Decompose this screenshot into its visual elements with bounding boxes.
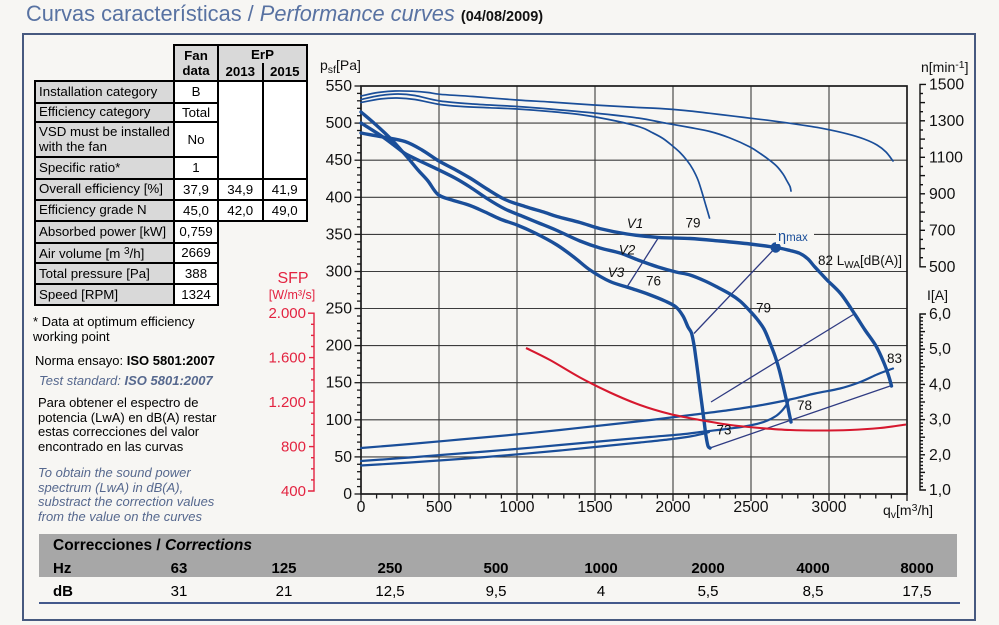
svg-text:100: 100 xyxy=(326,412,353,429)
svg-text:1,0: 1,0 xyxy=(929,482,951,499)
svg-text:[W/m³/s]: [W/m³/s] xyxy=(269,288,316,302)
svg-text:250: 250 xyxy=(326,301,353,318)
svg-text:2,0: 2,0 xyxy=(929,447,951,464)
svg-text:78: 78 xyxy=(797,398,812,413)
svg-text:I[A]: I[A] xyxy=(927,287,948,303)
svg-text:1500: 1500 xyxy=(577,499,612,516)
svg-text:350: 350 xyxy=(326,226,353,243)
svg-text:4,0: 4,0 xyxy=(929,376,951,393)
svg-text:1000: 1000 xyxy=(499,499,534,516)
svg-text:900: 900 xyxy=(929,186,956,203)
svg-text:400: 400 xyxy=(281,483,306,500)
svg-text:150: 150 xyxy=(326,375,353,392)
svg-text:800: 800 xyxy=(281,439,306,456)
svg-text:82 LWA[dB(A)]: 82 LWA[dB(A)] xyxy=(818,253,902,271)
svg-text:1.600: 1.600 xyxy=(268,350,306,367)
svg-text:1.200: 1.200 xyxy=(268,394,306,411)
svg-text:V3: V3 xyxy=(608,265,625,280)
svg-text:700: 700 xyxy=(929,222,956,239)
svg-text:1300: 1300 xyxy=(929,113,964,130)
svg-text:79: 79 xyxy=(756,300,771,315)
svg-text:76: 76 xyxy=(646,274,661,289)
svg-text:500: 500 xyxy=(929,259,956,276)
svg-text:50: 50 xyxy=(334,449,352,466)
svg-text:500: 500 xyxy=(426,499,453,516)
svg-text:2000: 2000 xyxy=(655,499,690,516)
svg-text:73: 73 xyxy=(716,423,731,438)
svg-text:SFP: SFP xyxy=(277,270,308,287)
svg-text:1100: 1100 xyxy=(929,149,963,166)
svg-text:300: 300 xyxy=(326,264,353,281)
svg-text:V1: V1 xyxy=(627,216,644,231)
svg-text:3000: 3000 xyxy=(811,499,846,516)
svg-text:6,0: 6,0 xyxy=(929,306,951,323)
svg-text:550: 550 xyxy=(326,78,353,95)
svg-text:83: 83 xyxy=(887,351,902,366)
svg-text:0: 0 xyxy=(357,499,366,516)
svg-text:450: 450 xyxy=(326,152,353,169)
svg-text:psf[Pa]: psf[Pa] xyxy=(320,57,361,76)
svg-text:n[min-1]: n[min-1] xyxy=(921,59,968,75)
svg-text:qv[m3/h]: qv[m3/h] xyxy=(883,502,933,521)
svg-text:79: 79 xyxy=(685,216,700,231)
svg-text:ηmax: ηmax xyxy=(778,229,808,245)
svg-text:0: 0 xyxy=(343,486,352,503)
svg-text:2500: 2500 xyxy=(733,499,768,516)
svg-text:3,0: 3,0 xyxy=(929,412,951,429)
svg-text:200: 200 xyxy=(326,338,353,355)
svg-text:5,0: 5,0 xyxy=(929,341,951,358)
svg-text:1500: 1500 xyxy=(929,76,964,93)
svg-text:2.000: 2.000 xyxy=(268,305,306,322)
svg-text:500: 500 xyxy=(326,115,353,132)
svg-text:400: 400 xyxy=(326,189,353,206)
svg-text:V2: V2 xyxy=(619,243,636,258)
